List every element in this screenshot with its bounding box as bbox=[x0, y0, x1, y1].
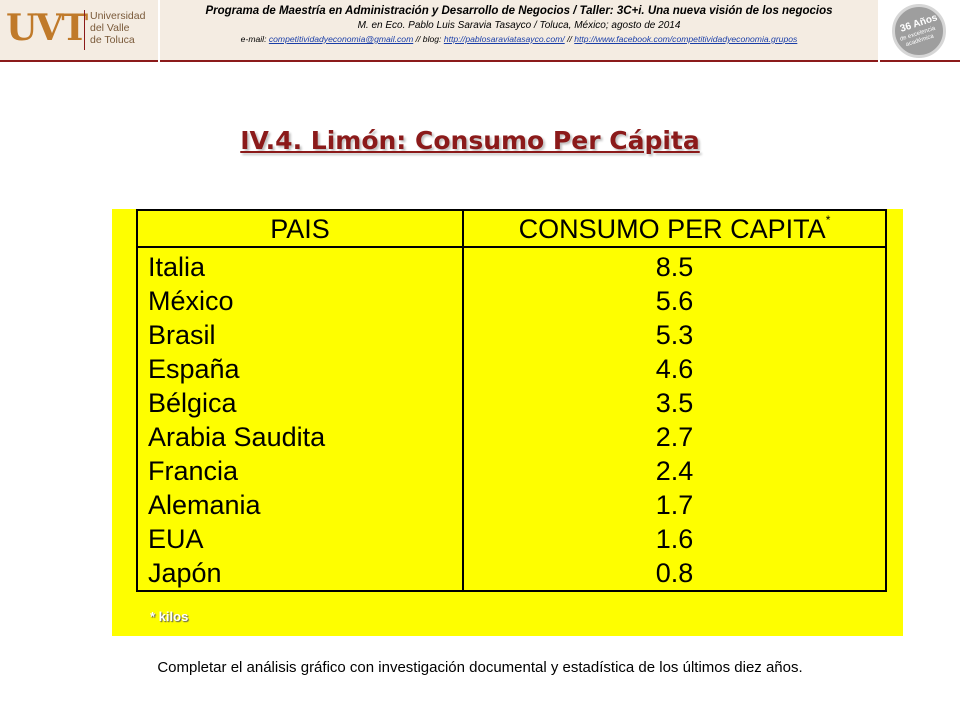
author-line: M. en Eco. Pablo Luis Saravia Tasayco / … bbox=[357, 20, 681, 31]
country-cell: Bélgica bbox=[136, 386, 464, 420]
col-header-consumo-label: CONSUMO PER CAPITA bbox=[518, 213, 826, 244]
value-cell: 1.6 bbox=[462, 522, 887, 556]
university-logo: UVT Universidad del Valle de Toluca bbox=[0, 0, 158, 62]
value-cell: 5.6 bbox=[462, 284, 887, 318]
logo-mark: UVT bbox=[6, 7, 88, 49]
table-row: Francia 2.4 bbox=[136, 454, 887, 488]
blog-label: // blog: bbox=[415, 34, 442, 44]
logo-name-line: Universidad bbox=[90, 10, 146, 22]
anniversary-seal: 36 Años de excelencia académica bbox=[892, 4, 946, 58]
value-cell: 8.5 bbox=[462, 247, 887, 284]
col-header-pais: PAIS bbox=[136, 209, 464, 248]
contact-line: e-mail: competitividadyeconomia@gmail.co… bbox=[160, 33, 878, 45]
data-panel: PAIS CONSUMO PER CAPITA* Italia 8.5 Méxi… bbox=[112, 209, 903, 636]
page-title: IV.4. Limón: Consumo Per Cápita bbox=[240, 126, 700, 155]
value-cell: 0.8 bbox=[462, 556, 887, 592]
country-cell: Alemania bbox=[136, 488, 464, 522]
table-row: Japón 0.8 bbox=[136, 556, 887, 592]
instruction-text: Completar el análisis gráfico con invest… bbox=[157, 659, 803, 676]
logo-name: Universidad del Valle de Toluca bbox=[90, 10, 156, 46]
country-cell: Japón bbox=[136, 556, 464, 592]
logo-name-line: del Valle bbox=[90, 22, 130, 34]
separator: // bbox=[567, 34, 572, 44]
facebook-link[interactable]: http://www.facebook.com/competitividadye… bbox=[574, 34, 798, 44]
email-link[interactable]: competitividadyeconomia@gmail.com bbox=[268, 34, 414, 44]
logo-divider bbox=[84, 10, 85, 50]
header-text: Programa de Maestría en Administración y… bbox=[160, 3, 878, 45]
header-band: Programa de Maestría en Administración y… bbox=[160, 0, 878, 62]
value-cell: 2.7 bbox=[462, 420, 887, 454]
value-cell: 2.4 bbox=[462, 454, 887, 488]
country-cell: España bbox=[136, 352, 464, 386]
email-label: e-mail: bbox=[240, 34, 267, 44]
col-header-consumo: CONSUMO PER CAPITA* bbox=[462, 209, 887, 248]
country-cell: Brasil bbox=[136, 318, 464, 352]
value-cell: 5.3 bbox=[462, 318, 887, 352]
footnote-mark: * bbox=[825, 212, 831, 227]
table-row: Arabia Saudita 2.7 bbox=[136, 420, 887, 454]
program-line: Programa de Maestría en Administración y… bbox=[205, 5, 833, 17]
value-cell: 1.7 bbox=[462, 488, 887, 522]
table-row: Bélgica 3.5 bbox=[136, 386, 887, 420]
table-row: Brasil 5.3 bbox=[136, 318, 887, 352]
blog-link[interactable]: http://pablosaraviatasayco.com/ bbox=[443, 34, 565, 44]
value-cell: 3.5 bbox=[462, 386, 887, 420]
table-row: Alemania 1.7 bbox=[136, 488, 887, 522]
country-cell: Francia bbox=[136, 454, 464, 488]
value-cell: 4.6 bbox=[462, 352, 887, 386]
country-cell: Italia bbox=[136, 247, 464, 284]
table-header-row: PAIS CONSUMO PER CAPITA* bbox=[136, 209, 887, 248]
units-footnote: * kilos bbox=[150, 609, 189, 624]
country-cell: EUA bbox=[136, 522, 464, 556]
country-cell: México bbox=[136, 284, 464, 318]
table-row: Italia 8.5 bbox=[136, 247, 887, 284]
table-row: EUA 1.6 bbox=[136, 522, 887, 556]
country-cell: Arabia Saudita bbox=[136, 420, 464, 454]
consumption-table: PAIS CONSUMO PER CAPITA* Italia 8.5 Méxi… bbox=[136, 209, 887, 592]
table-row: México 5.6 bbox=[136, 284, 887, 318]
logo-name-line: de Toluca bbox=[90, 34, 135, 46]
table-row: España 4.6 bbox=[136, 352, 887, 386]
